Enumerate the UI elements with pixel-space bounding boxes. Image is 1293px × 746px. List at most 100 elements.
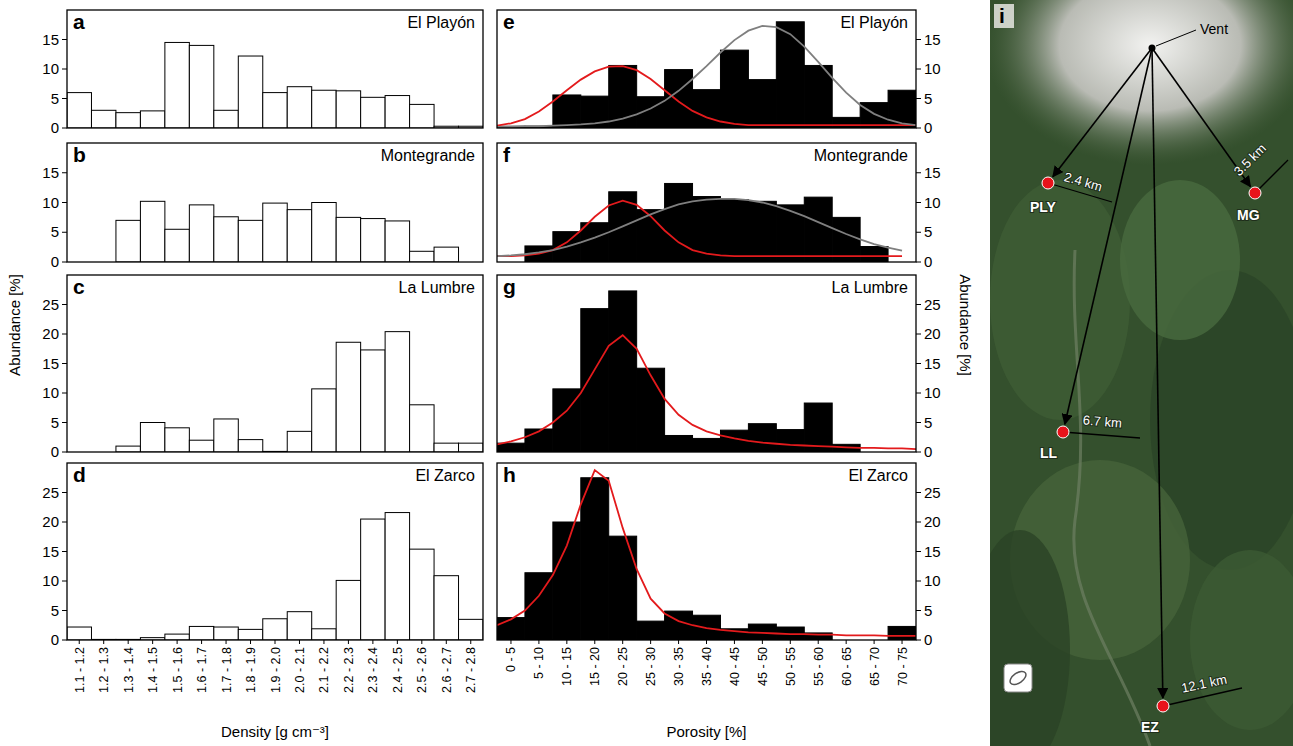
frame [497,463,916,640]
y-tick [62,610,67,611]
frame [67,143,483,262]
bar [459,443,483,452]
bar [888,626,916,640]
panel-title: El Playón [840,14,908,31]
bar [189,205,213,262]
panel-title: Montegrande [381,147,475,164]
panel: 051015fMontegrande [497,143,941,270]
x-tick [201,640,202,644]
arrow [1152,48,1163,698]
y-tick [62,202,67,203]
bar [287,612,311,640]
bar [165,229,189,262]
bar [385,96,409,128]
bar [312,389,336,452]
bar [665,183,693,262]
bar [609,536,637,640]
bar [804,197,832,262]
bar [263,619,287,640]
y-tick [916,581,921,582]
site-dot [1042,177,1054,189]
bar [238,440,262,452]
y-tick-label: 10 [42,60,59,77]
x-tick [177,640,178,644]
curve [497,201,902,256]
y-tick [916,363,921,364]
y-tick-label: 5 [924,414,932,431]
logo-mark [1008,669,1028,688]
curve [497,199,902,256]
terrain [1190,550,1293,730]
y-tick-label: 5 [924,90,932,107]
y-tick [62,551,67,552]
y-tick [916,551,921,552]
x-tick [323,640,324,644]
x-tick-label: 1.1 - 1.2 [73,647,87,693]
bar [693,438,721,452]
bar [497,443,525,452]
x-tick-label: 2.7 - 2.8 [464,647,478,693]
curve [497,66,916,126]
bar [165,42,189,128]
bar [238,629,262,640]
x-tick-label: 20 - 25 [616,647,630,686]
bar [693,197,721,262]
y-tick [62,128,67,129]
x-tick [446,640,447,644]
y-tick [62,393,67,394]
x-tick [348,640,349,644]
curve [497,470,916,636]
x-tick-label: 1.5 - 1.6 [171,647,185,693]
bar [860,247,888,262]
y-tick [916,334,921,335]
bar [214,419,238,452]
bar [116,220,140,262]
y-tick [916,128,921,129]
y-tick [916,522,921,523]
bar [748,424,776,452]
bar [776,205,804,262]
site-label: MG [1237,207,1260,223]
panel: 0510152025gLa Lumbre [497,275,941,460]
x-tick-label: 1.6 - 1.7 [195,647,209,693]
arrow [1065,48,1152,424]
frame [497,143,916,262]
x-tick-label: 30 - 35 [672,647,686,686]
y-tick-label: 15 [924,543,941,560]
x-tick-label: 10 - 15 [560,647,574,686]
bar [637,621,665,640]
y-tick-label: 10 [42,384,59,401]
x-tick [874,640,875,644]
bar [581,478,609,640]
x-tick [275,640,276,644]
y-tick [916,492,921,493]
y-axis-title: Abundance [%] [6,274,23,376]
y-tick [916,232,921,233]
map-ground [990,0,1293,746]
bar [189,45,213,128]
bar [434,247,458,262]
y-tick-label: 20 [42,325,59,342]
y-tick [916,39,921,40]
plot-area [497,22,916,128]
y-tick [62,39,67,40]
bar [410,549,434,640]
x-tick-label: 55 - 60 [812,647,826,686]
bar [776,430,804,452]
panel-letter: e [503,10,515,33]
figure: 051015aEl PlayónAbundance [%]051015bMont… [0,0,1293,746]
vent-label: Vent [1200,21,1228,37]
x-tick-label: 0 - 5 [504,647,518,672]
x-tick [372,640,373,644]
bar [665,435,693,452]
y-tick [916,640,921,641]
bar [336,217,360,262]
y-axis-title: Abundance [%] [957,274,974,376]
bar [361,519,385,640]
x-tick [103,640,104,644]
y-tick [62,98,67,99]
bar [361,350,385,452]
y-tick-label: 25 [924,296,941,313]
bar [385,332,409,452]
x-tick [128,640,129,644]
